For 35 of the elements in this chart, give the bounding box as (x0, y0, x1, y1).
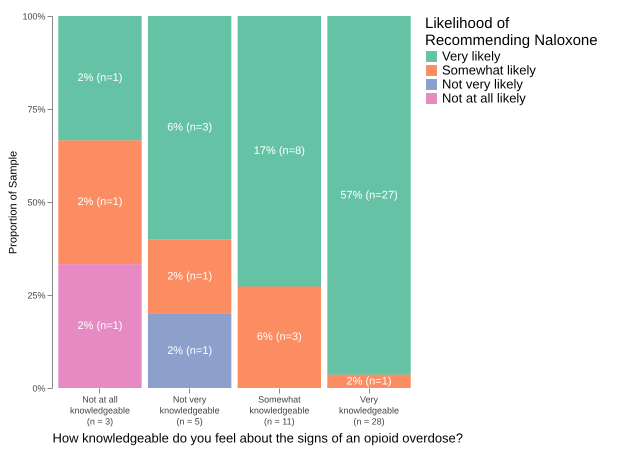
legend-label: Not at all likely (442, 90, 526, 106)
legend-label: Not very likely (442, 76, 524, 92)
bar (58, 16, 142, 140)
annotation: 2% (n=1) (78, 320, 122, 332)
bar (238, 16, 322, 286)
x-tick-label: Not very knowledgeable (n = 5) (160, 394, 220, 426)
y-tick-label: 0% (32, 384, 46, 394)
annotation: 2% (n=1) (167, 344, 212, 357)
annotation: 2% (n=1) (346, 375, 392, 388)
x-tick-label: Very knowledgeable (n = 28) (338, 394, 400, 426)
x-tick-label: Not at all knowledgeable (n = 3) (70, 394, 130, 426)
bar (148, 239, 232, 314)
annotation: 57% (n=27) (340, 189, 398, 202)
y-tick-label: 100% (22, 12, 46, 22)
y-tick-label: 50% (27, 198, 46, 208)
annotation: 2% (n=1) (167, 270, 212, 282)
legend-title: Likelihood of Recommending Naloxone (425, 15, 598, 49)
legend-label: Very likely (442, 48, 502, 64)
bar (58, 264, 142, 388)
bar (148, 314, 232, 388)
legend-label: Somewhat likely (442, 62, 536, 78)
annotation: 2% (n=1) (78, 196, 122, 208)
annotation: 6% (n=3) (256, 331, 302, 344)
x-axis-title: How knowledgeable do you feel about the signs of an opioid overdose? (52, 430, 464, 446)
annotation: 6% (n=3) (167, 122, 212, 134)
y-axis-title: Proportion of Sample (7, 150, 20, 254)
bar (327, 16, 411, 375)
bar (148, 16, 232, 240)
y-tick-label: 75% (27, 104, 46, 114)
bar (238, 286, 322, 388)
y-tick-label: 25% (27, 290, 46, 300)
annotation: 2% (n=1) (78, 72, 122, 84)
x-tick-label: Somewhat knowledgeable (n = 11) (249, 394, 310, 426)
annotation: 17% (n=8) (254, 145, 305, 158)
bar (58, 140, 142, 264)
